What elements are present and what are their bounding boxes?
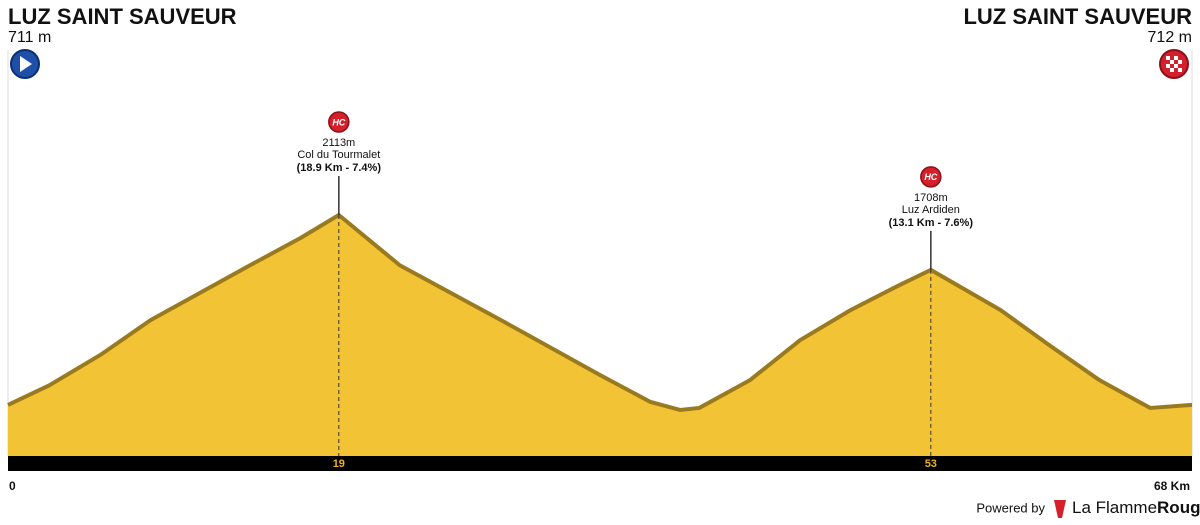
brand: La FlammeRouge: [1072, 498, 1200, 517]
climb-detail: (18.9 Km - 7.4%): [297, 162, 382, 174]
x-tick-label: 0: [9, 479, 16, 493]
brand-logo: [1054, 500, 1066, 518]
x-tick-label: 68 Km: [1154, 479, 1190, 493]
x-tick-label: 19: [333, 458, 345, 470]
finish-icon: [1159, 49, 1189, 79]
climb-detail: (13.1 Km - 7.6%): [889, 217, 974, 229]
climb-name: Col du Tourmalet: [297, 149, 380, 161]
brand-light: La Flamme: [1072, 498, 1157, 517]
climb-category: HC: [924, 172, 937, 182]
powered-by: Powered by: [976, 500, 1045, 515]
profile-line: [7, 212, 1193, 412]
climb-name: Luz Ardiden: [902, 204, 960, 216]
climb-badge: [920, 166, 942, 188]
climb-category: HC: [332, 117, 345, 127]
start-name: LUZ SAINT SAUVEUR: [8, 4, 237, 29]
start-altitude: 711 m: [8, 29, 51, 46]
x-tick-label: 53: [925, 458, 937, 470]
start-icon: [10, 49, 40, 79]
finish-altitude: 712 m: [1148, 29, 1192, 46]
climb-badge: [328, 111, 350, 133]
profile-fill: [8, 214, 1192, 456]
climb-altitude: 1708m: [914, 192, 948, 204]
axis-bar: [8, 456, 1192, 471]
finish-name: LUZ SAINT SAUVEUR: [963, 4, 1192, 29]
brand-bold: Rouge: [1157, 498, 1200, 517]
climb-altitude: 2113m: [322, 137, 355, 149]
